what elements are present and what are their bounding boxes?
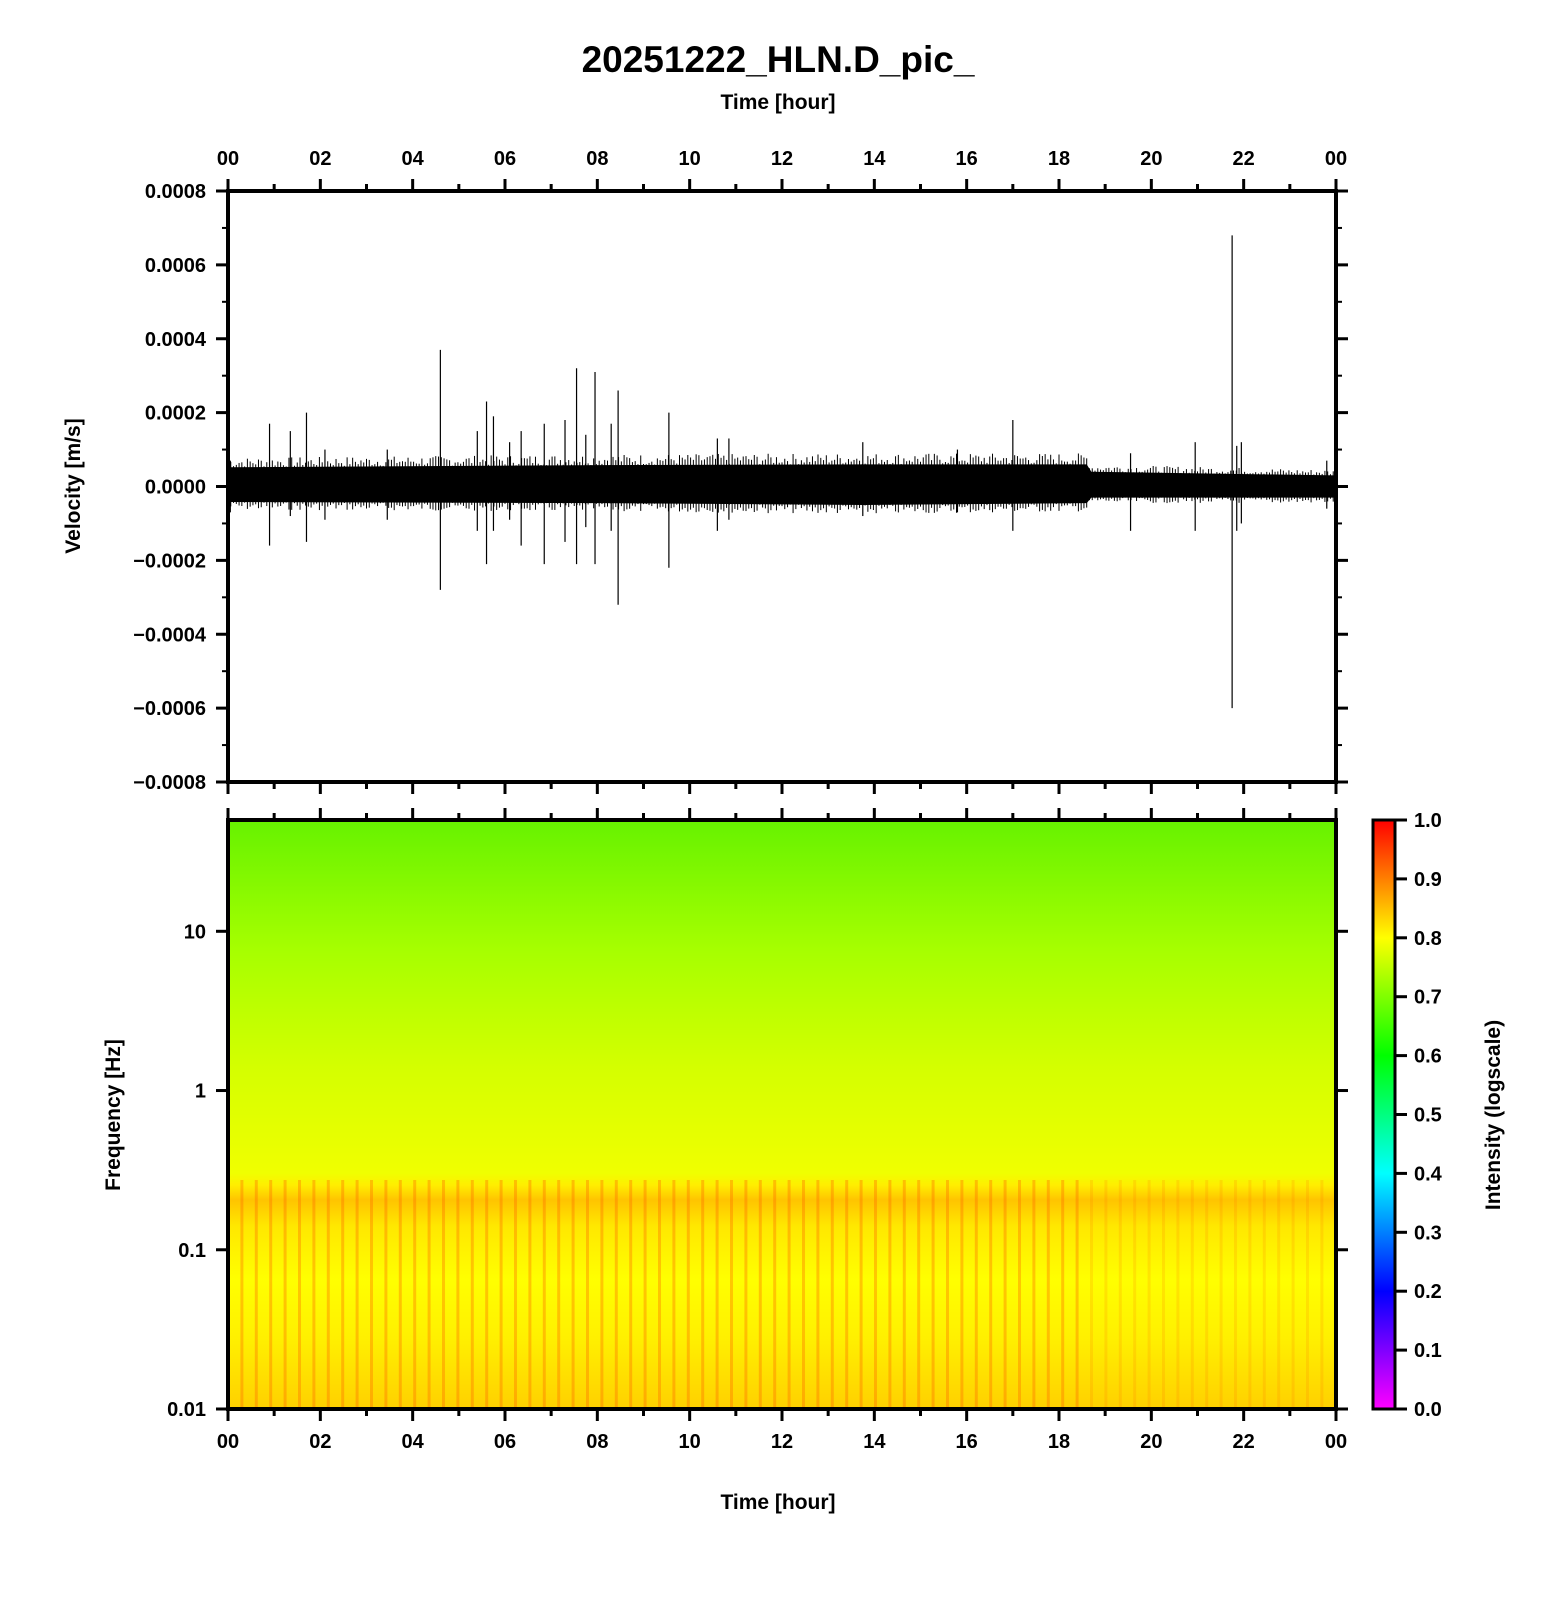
colorbar-tick-label: 0.2: [1414, 1281, 1442, 1303]
colorbar-tick-label: 0.4: [1414, 1163, 1443, 1185]
waveform-y-tick-label: 0.0000: [145, 477, 206, 499]
spectrogram-y-tick-label: 10: [184, 921, 206, 943]
waveform-trace: [227, 235, 1337, 709]
waveform-x-tick-label: 22: [1233, 148, 1255, 170]
colorbar-ticks: 1.0 0.9 0.8 0.7 0.6 0.5 0.4 0.3 0.2 0.1 0.0: [1395, 810, 1443, 1421]
colorbar: 1.0 0.9 0.8 0.7 0.6 0.5 0.4 0.3 0.2 0.1 0.0 Intens…: [1371, 810, 1505, 1421]
colorbar-tick-label: 0.5: [1414, 1105, 1442, 1127]
colorbar-tick-label: 0.1: [1414, 1340, 1442, 1362]
waveform-y-tick-label: 0.0008: [145, 181, 206, 203]
spectrogram-y-axis-label: Frequency [Hz]: [102, 1039, 125, 1191]
colorbar-tick-label: 0.6: [1414, 1046, 1442, 1068]
spectrogram-x-tick-label: 10: [679, 1431, 701, 1453]
spectrogram-x-tick-label: 00: [1325, 1431, 1347, 1453]
spectrogram-x-tick-label: 08: [586, 1431, 608, 1453]
waveform-y-tick-label: 0.0006: [145, 255, 206, 277]
waveform-y-tick-label: −0.0006: [133, 698, 206, 720]
colorbar-tick-label: 0.8: [1414, 928, 1442, 950]
spectrogram-x-tick-label: 20: [1140, 1431, 1162, 1453]
spectrogram-low-freq-striations-late: [1089, 1180, 1336, 1409]
waveform-panel: 00 02 04 06 08 10 12 14 16 18 20 22 00 0.0008 0.0006 0.…: [62, 148, 1348, 794]
spectrogram-x-tick-label: 16: [956, 1431, 978, 1453]
waveform-x-tick-label: 18: [1048, 148, 1070, 170]
spectrogram-low-freq-striations: [229, 1180, 1089, 1409]
spectrogram-x-tick-label: 04: [402, 1431, 425, 1453]
spectrogram-y-tick-label: 0.1: [178, 1240, 206, 1262]
waveform-x-tick-label: 20: [1140, 148, 1162, 170]
spectrogram-x-tick-label: 14: [863, 1431, 886, 1453]
spectrogram-x-tick-label: 00: [217, 1431, 239, 1453]
spectrogram-x-tick-label: 18: [1048, 1431, 1070, 1453]
colorbar-tick-label: 0.3: [1414, 1222, 1442, 1244]
colorbar-tick-label: 1.0: [1414, 810, 1442, 832]
waveform-y-tick-label: −0.0002: [133, 550, 206, 572]
waveform-x-tick-label: 00: [217, 148, 239, 170]
waveform-y-tick-label: 0.0004: [145, 329, 207, 351]
colorbar-gradient-bar: [1373, 820, 1395, 1409]
spectrogram-x-tick-label: 12: [771, 1431, 793, 1453]
waveform-x-tick-label: 04: [402, 148, 425, 170]
waveform-x-tick-label: 02: [309, 148, 331, 170]
spectrogram-ticks: 00 02 04 06 08 10 12 14 16 18 20 22 00 10 1 0.1 0.01: [167, 808, 1348, 1453]
waveform-x-tick-label: 06: [494, 148, 516, 170]
waveform-y-tick-label: −0.0008: [133, 772, 206, 794]
spectrogram-x-tick-label: 22: [1233, 1431, 1255, 1453]
waveform-x-tick-label: 12: [771, 148, 793, 170]
waveform-x-tick-label: 08: [586, 148, 608, 170]
waveform-x-tick-label: 10: [679, 148, 701, 170]
colorbar-tick-label: 0.9: [1414, 869, 1442, 891]
waveform-y-tick-label: −0.0004: [133, 624, 207, 646]
bottom-axis-label: Time [hour]: [720, 1491, 835, 1514]
spectrogram-x-tick-label: 02: [309, 1431, 331, 1453]
chart-title: 20251222_HLN.D_pic_: [582, 39, 975, 80]
waveform-x-tick-label: 16: [956, 148, 978, 170]
colorbar-label: Intensity (logscale): [1482, 1020, 1505, 1210]
waveform-y-axis-label: Velocity [m/s]: [62, 418, 85, 553]
colorbar-tick-label: 0.0: [1414, 1399, 1442, 1421]
waveform-y-tick-label: 0.0002: [145, 403, 206, 425]
spectrogram-y-tick-label: 1: [195, 1081, 206, 1103]
top-axis-label: Time [hour]: [720, 91, 835, 114]
spectrogram-y-tick-label: 0.01: [167, 1399, 206, 1421]
colorbar-tick-label: 0.7: [1414, 987, 1442, 1009]
spectrogram-x-tick-label: 06: [494, 1431, 516, 1453]
waveform-x-tick-label: 14: [863, 148, 886, 170]
waveform-ticks: 00 02 04 06 08 10 12 14 16 18 20 22 00 0.0008 0.0006 0.…: [133, 148, 1348, 794]
waveform-x-tick-label: 00: [1325, 148, 1347, 170]
spectrogram-panel: 00 02 04 06 08 10 12 14 16 18 20 22 00 10 1 0.1 0.01 Fre…: [102, 808, 1348, 1514]
